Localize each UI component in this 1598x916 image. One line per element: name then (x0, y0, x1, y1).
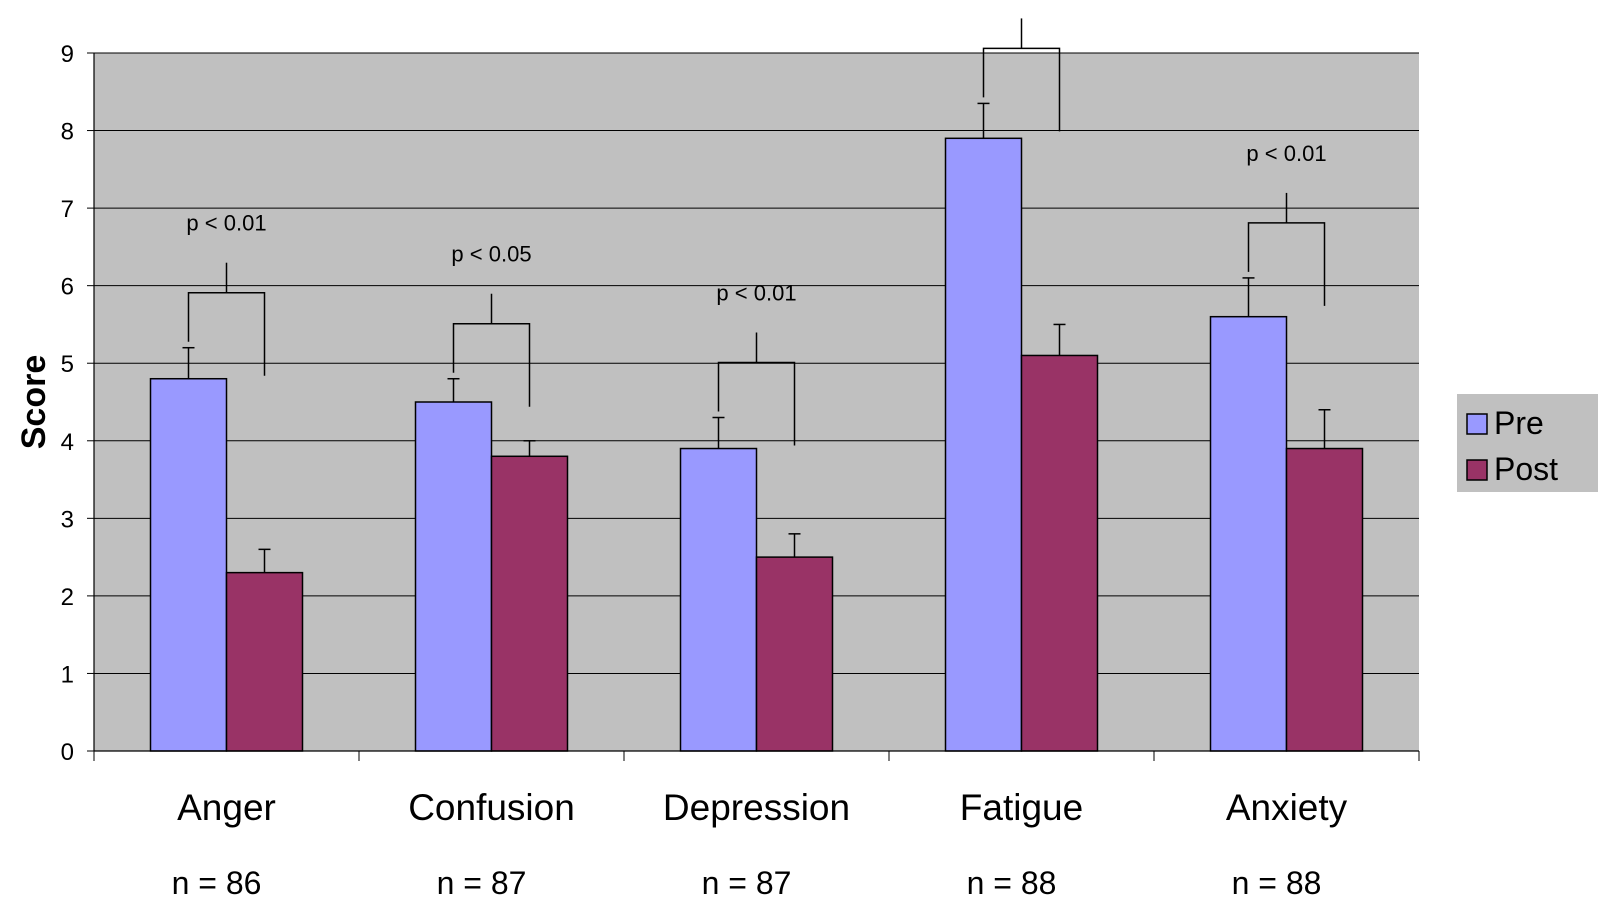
legend-label-pre: Pre (1494, 405, 1544, 441)
axes (93, 53, 1420, 761)
bar-pre-fatigue (944, 137, 1023, 752)
y-tick-label: 4 (61, 429, 74, 456)
bar-post-anger (225, 571, 304, 752)
legend-swatch-post (1466, 459, 1488, 481)
bars (149, 137, 1364, 752)
legend: Pre Post (1457, 394, 1598, 492)
category-label: Anxiety (1226, 787, 1348, 828)
bar-pre-anxiety (1209, 315, 1288, 752)
y-tick-label: 1 (61, 661, 74, 688)
y-tick-label: 8 (61, 119, 74, 146)
y-tick-label: 7 (61, 196, 74, 223)
significance-brackets: p < 0.01p < 0.05p < 0.01p < 0.01p < 0.01 (186, 18, 1327, 446)
y-tick-label: 9 (61, 41, 74, 68)
bar-pre-depression (679, 447, 758, 752)
bar-post-depression (755, 556, 834, 752)
p-value-label: p < 0.01 (716, 281, 796, 306)
y-tick-labels: 0 1 2 3 4 5 6 7 8 9 (61, 41, 74, 766)
sample-size-label: n = 87 (702, 865, 792, 901)
p-value-label: p < 0.01 (1246, 141, 1326, 166)
y-tick-label: 3 (61, 506, 74, 533)
category-label: Fatigue (960, 787, 1083, 828)
category-labels: Anger n = 86 Confusion n = 87 Depression n = … (172, 787, 1348, 901)
category-label: Depression (663, 787, 850, 828)
error-bars (182, 102, 1331, 573)
y-tick-label: 0 (61, 739, 74, 766)
y-tick-label: 5 (61, 351, 74, 378)
y-tick-label: 2 (61, 584, 74, 611)
sample-size-label: n = 88 (967, 865, 1057, 901)
y-axis-label: Score (15, 355, 53, 450)
bar-pre-anger (149, 377, 228, 752)
bar-post-confusion (490, 455, 569, 752)
category-label: Confusion (408, 787, 575, 828)
bar-pre-confusion (414, 401, 493, 752)
legend-label-post: Post (1494, 451, 1558, 487)
category-label: Anger (177, 787, 276, 828)
bar-post-anxiety (1285, 447, 1364, 752)
p-value-label: p < 0.05 (451, 242, 531, 267)
sample-size-label: n = 87 (437, 865, 527, 901)
y-tick-label: 6 (61, 274, 74, 301)
sample-size-label: n = 86 (172, 865, 262, 901)
sample-size-label: n = 88 (1232, 865, 1322, 901)
legend-swatch-pre (1466, 413, 1488, 435)
p-value-label: p < 0.01 (186, 211, 266, 236)
bar-post-fatigue (1020, 354, 1099, 752)
